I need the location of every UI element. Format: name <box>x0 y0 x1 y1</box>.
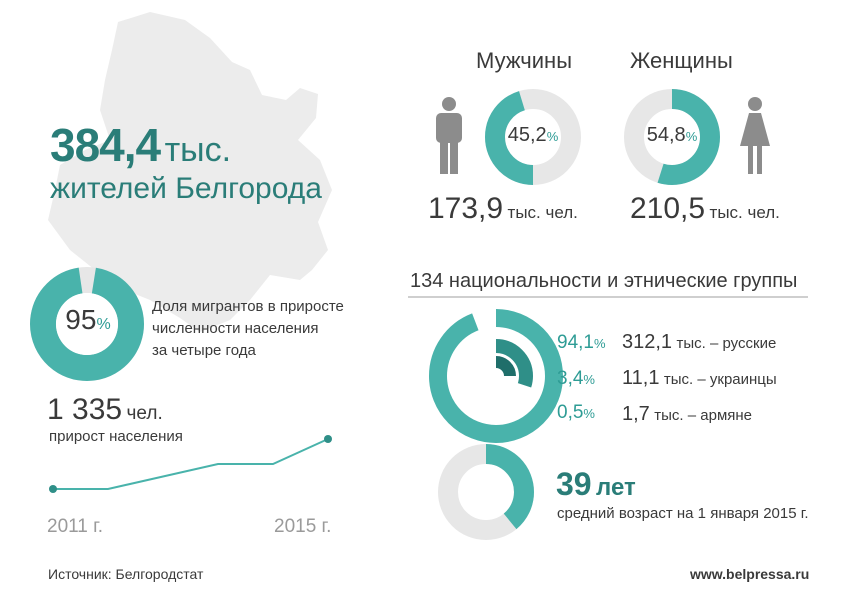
growth-line-chart <box>49 435 332 493</box>
men-percent-block: 45,2% <box>495 124 571 147</box>
ethnic-value-armenians-block: 1,7 тыс. – армяне <box>622 403 752 426</box>
ethnic-value-ukrainians-block: 11,1 тыс. – украинцы <box>622 367 777 390</box>
men-count-block: 173,9 тыс. чел. <box>428 192 578 226</box>
women-percent-block: 54,8% <box>634 124 710 147</box>
ethnic-donut <box>429 309 563 443</box>
ethnic-arc-ukrainians <box>459 339 533 413</box>
migrants-line-1: Доля мигрантов в приросте <box>152 298 344 315</box>
growth-series-line <box>53 438 329 490</box>
growth-number: 1 335 <box>47 393 123 426</box>
ethnic-row-armenians: 0,5% <box>557 402 595 424</box>
women-unit: тыс. чел. <box>709 203 780 222</box>
migrants-percent: 95 <box>65 304 97 335</box>
ethnic-sign-armenians: % <box>583 406 595 421</box>
ethnic-percent-armenians: 0,5 <box>557 402 584 423</box>
men-donut-arc <box>485 89 581 185</box>
population-subtitle: жителей Белгорода <box>50 172 322 205</box>
men-unit: тыс. чел. <box>507 203 578 222</box>
ethnic-label-ukrainians: тыс. – украинцы <box>663 371 777 388</box>
growth-start-point <box>49 485 57 493</box>
women-count: 210,5 <box>630 192 706 225</box>
growth-start-label: 2011 г. <box>47 516 104 537</box>
women-title: Женщины <box>630 48 733 73</box>
men-percent-sign: % <box>546 129 559 144</box>
women-donut-arc <box>624 89 720 185</box>
ethnic-arc-armenians <box>476 356 516 396</box>
migrants-percent-sign: % <box>96 316 111 333</box>
women-percent: 54,8 <box>646 124 686 146</box>
age-value: 39 <box>556 466 592 502</box>
ethnic-value-russians: 312,1 <box>622 331 673 353</box>
ethnic-row-ukrainians: 3,4% <box>557 368 595 390</box>
women-percent-sign: % <box>685 129 698 144</box>
growth-label: прирост населения <box>49 428 183 445</box>
growth-heading: 1 335 чел. <box>47 393 163 427</box>
growth-unit: чел. <box>126 403 163 424</box>
ethnic-label-armenians: тыс. – армяне <box>654 407 753 424</box>
migrants-donut-arc <box>30 267 144 381</box>
female-figure-icon <box>740 97 770 174</box>
headline-block: 384,4 тыс. <box>50 118 231 172</box>
age-donut <box>438 444 534 540</box>
migrants-line-3: за четыре года <box>152 342 256 359</box>
population-unit: тыс. <box>164 131 232 169</box>
men-donut <box>485 89 581 185</box>
ethnic-sign-ukrainians: % <box>583 372 595 387</box>
ethnic-title: 134 национальности и этнические группы <box>410 270 798 292</box>
migrants-line-2: численности населения <box>152 320 319 337</box>
ethnic-value-russians-block: 312,1 тыс. – русские <box>622 331 776 354</box>
age-donut-arc <box>438 444 534 540</box>
age-unit: лет <box>596 474 636 501</box>
ethnic-title-divider <box>408 296 808 298</box>
migrants-description: Доля мигрантов в приросте численности на… <box>152 296 344 362</box>
age-label: средний возраст на 1 января 2015 г. <box>557 505 809 522</box>
ethnic-value-armenians: 1,7 <box>622 403 650 425</box>
ethnic-arc-russians <box>429 309 563 443</box>
migrants-donut <box>30 267 144 381</box>
women-donut <box>624 89 720 185</box>
women-count-block: 210,5 тыс. чел. <box>630 192 780 226</box>
male-figure-icon <box>436 97 462 174</box>
growth-end-point <box>324 435 332 443</box>
men-count: 173,9 <box>428 192 504 225</box>
ethnic-percent-russians: 94,1 <box>557 332 594 353</box>
men-title: Мужчины <box>476 48 573 73</box>
ethnic-sign-russians: % <box>593 336 606 351</box>
ethnic-value-ukrainians: 11,1 <box>622 367 660 389</box>
growth-end-label: 2015 г. <box>274 516 332 537</box>
population-number: 384,4 <box>50 119 161 171</box>
ethnic-row-russians: 94,1% <box>557 332 606 354</box>
men-percent: 45,2 <box>507 124 547 146</box>
age-heading: 39 лет <box>556 466 636 503</box>
footer-source: Источник: Белгородстат <box>48 566 204 582</box>
ethnic-label-russians: тыс. – русские <box>676 335 777 352</box>
migrants-value: 95% <box>57 304 119 336</box>
ethnic-percent-ukrainians: 3,4 <box>557 368 584 389</box>
footer-site-link[interactable]: www.belpressa.ru <box>690 566 810 582</box>
